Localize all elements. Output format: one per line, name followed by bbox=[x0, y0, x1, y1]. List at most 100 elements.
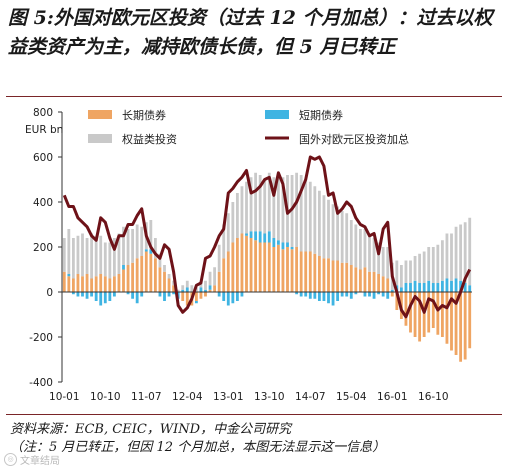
bar-long-bond bbox=[331, 260, 335, 292]
bar-long-bond bbox=[381, 276, 385, 292]
bar-long-bond bbox=[390, 292, 394, 297]
bar-long-bond bbox=[245, 235, 248, 292]
x-tick-label: 10-01 bbox=[49, 391, 80, 403]
bar-equity bbox=[327, 199, 330, 259]
bar-equity bbox=[363, 229, 367, 268]
bar-long-bond bbox=[281, 249, 285, 292]
bar-long-bond bbox=[76, 274, 80, 292]
bar-short-bond bbox=[418, 283, 422, 292]
x-tick-label: 14-07 bbox=[295, 391, 326, 403]
bar-equity bbox=[304, 179, 308, 252]
bar-short-bond bbox=[436, 283, 440, 292]
bar-long-bond bbox=[226, 251, 230, 292]
bar-short-bond bbox=[427, 280, 431, 292]
bar-short-bond bbox=[126, 292, 130, 295]
bar-long-bond bbox=[258, 242, 262, 292]
watermark: ◎ 文章结局 bbox=[4, 452, 60, 467]
bar-equity bbox=[468, 217, 472, 286]
bar-short-bond bbox=[81, 292, 84, 297]
bar-short-bond bbox=[108, 292, 112, 301]
bar-long-bond bbox=[336, 260, 340, 292]
bar-equity bbox=[354, 224, 358, 268]
bar-short-bond bbox=[267, 231, 271, 243]
bar-equity bbox=[272, 177, 276, 238]
y-tick-label: 200 bbox=[33, 242, 53, 254]
bar-long-bond bbox=[354, 267, 358, 292]
chart: 长期债券 短期债券 权益类投资 国外对欧元区投资加总 -400 -200 0 200 4… bbox=[25, 107, 472, 403]
bar-long-bond bbox=[117, 274, 121, 292]
bar-short-bond bbox=[258, 231, 262, 243]
bar-equity bbox=[267, 172, 271, 232]
bar-equity bbox=[185, 280, 189, 288]
bar-short-bond bbox=[299, 292, 303, 297]
bar-long-bond bbox=[409, 292, 412, 333]
bar-short-bond bbox=[245, 233, 248, 236]
bar-equity bbox=[249, 177, 253, 232]
bar-short-bond bbox=[217, 292, 221, 297]
bar-long-bond bbox=[71, 278, 75, 292]
bar-long-bond bbox=[304, 251, 308, 292]
bar-long-bond bbox=[263, 242, 267, 292]
bar-short-bond bbox=[413, 280, 417, 292]
bar-equity bbox=[76, 235, 80, 274]
bar-short-bond bbox=[431, 283, 435, 292]
bar-short-bond bbox=[235, 292, 239, 301]
bar-short-bond bbox=[76, 292, 80, 297]
bar-equity bbox=[450, 233, 453, 281]
bar-equity bbox=[331, 204, 335, 261]
bar-long-bond bbox=[140, 256, 144, 292]
bar-equity bbox=[190, 285, 194, 292]
bar-short-bond bbox=[67, 274, 71, 277]
bar-long-bond bbox=[422, 292, 426, 337]
bar-equity bbox=[340, 211, 344, 263]
title-divider bbox=[6, 96, 502, 97]
bar-long-bond bbox=[308, 251, 312, 292]
bar-long-bond bbox=[317, 256, 321, 292]
y-tick-label: -200 bbox=[29, 332, 53, 344]
bar-short-bond bbox=[163, 292, 166, 301]
bar-equity bbox=[217, 244, 221, 272]
bar-equity bbox=[404, 260, 408, 283]
bar-equity bbox=[172, 280, 176, 286]
bar-short-bond bbox=[276, 240, 280, 245]
y-tick-label: 600 bbox=[33, 152, 53, 164]
bar-equity bbox=[213, 267, 217, 286]
bar-long-bond bbox=[122, 269, 125, 292]
x-tick-label: 10-10 bbox=[90, 391, 121, 403]
bar-short-bond bbox=[290, 247, 294, 250]
bar-long-bond bbox=[313, 253, 317, 292]
bar-short-bond bbox=[90, 292, 94, 297]
bar-long-bond bbox=[445, 292, 449, 344]
bar-equity bbox=[140, 226, 144, 256]
bar-equity bbox=[431, 247, 435, 283]
x-tick-label: 11-07 bbox=[131, 391, 162, 403]
bar-long-bond bbox=[436, 292, 440, 335]
bar-long-bond bbox=[163, 271, 166, 292]
bar-long-bond bbox=[295, 247, 299, 292]
bar-equity bbox=[163, 265, 166, 272]
bar-equity bbox=[126, 229, 130, 265]
bar-equity bbox=[158, 253, 162, 268]
bar-equity bbox=[336, 206, 340, 261]
bar-long-bond bbox=[363, 267, 367, 292]
bar-short-bond bbox=[286, 242, 289, 247]
legend: 长期债券 短期债券 权益类投资 国外对欧元区投资加总 bbox=[88, 108, 409, 146]
y-tick-label: 800 bbox=[33, 107, 53, 119]
y-tick-label: -400 bbox=[29, 377, 53, 389]
y-tick-label: 0 bbox=[46, 287, 53, 299]
bar-long-bond bbox=[222, 258, 226, 292]
legend-swatch-equity bbox=[88, 134, 112, 143]
bar-short-bond bbox=[404, 283, 408, 292]
bar-short-bond bbox=[199, 287, 203, 292]
bar-equity bbox=[149, 220, 153, 250]
bar-short-bond bbox=[140, 292, 144, 297]
bar-equity bbox=[445, 233, 449, 279]
bar-short-bond bbox=[135, 292, 139, 304]
bar-long-bond bbox=[368, 271, 371, 292]
bar-long-bond bbox=[62, 271, 66, 292]
bar-equity bbox=[135, 224, 139, 259]
bar-equity bbox=[322, 195, 326, 259]
bar-long-bond bbox=[395, 292, 399, 310]
bar-long-bond bbox=[345, 262, 349, 292]
bar-long-bond bbox=[327, 258, 330, 292]
